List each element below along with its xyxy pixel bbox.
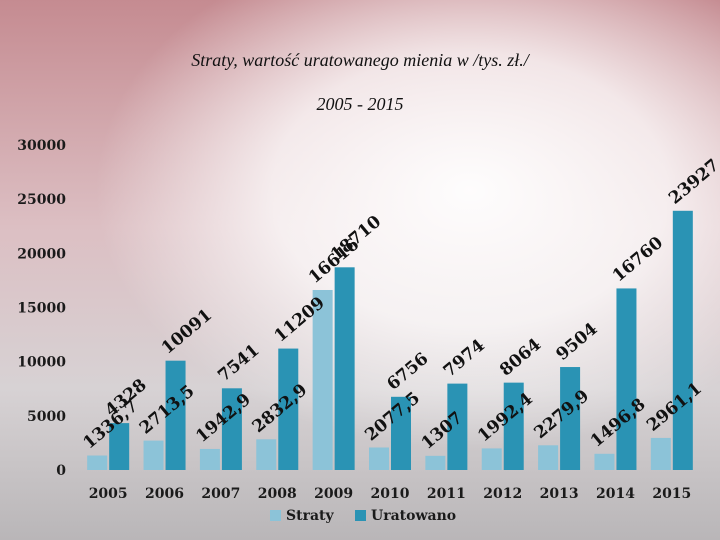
- bar-uratowano-2014: [616, 288, 637, 470]
- bar-uratowano-2012: [503, 382, 524, 470]
- chart-subtitle: 2005 - 2015: [316, 94, 404, 114]
- x-tick-label: 2006: [145, 486, 184, 502]
- x-tick-label: 2011: [427, 486, 466, 502]
- bar-straty-2010: [369, 447, 389, 470]
- bar-straty-2008: [256, 439, 277, 470]
- data-label-uratowano-2009: 18710: [327, 212, 385, 265]
- y-tick-label: 30000: [17, 138, 66, 154]
- x-tick-label: 2013: [540, 486, 579, 502]
- y-tick-label: 0: [56, 463, 66, 479]
- x-axis: 2005 2006 2007 2008 2009 2010 2011 2012 2013 2014…: [89, 486, 692, 502]
- x-tick-label: 2010: [371, 486, 410, 502]
- data-label-uratowano-2012: 8064: [496, 335, 545, 381]
- bar-straty-2007: [199, 448, 220, 470]
- data-label-uratowano-2014: 16760: [609, 233, 667, 286]
- legend-label-straty: Straty: [286, 508, 334, 524]
- bar-straty-2006: [143, 440, 164, 470]
- chart-title: Straty, wartość uratowanego mienia w /ty…: [191, 50, 529, 70]
- x-tick-label: 2014: [596, 486, 635, 502]
- bar-straty-2011: [425, 455, 446, 470]
- x-tick-label: 2008: [258, 486, 297, 502]
- y-axis: 0 5000 10000 15000 20000 25000 30000: [17, 138, 66, 479]
- legend-label-uratowano: Uratowano: [371, 508, 456, 524]
- bar-uratowano-2011: [447, 383, 468, 470]
- bar-straty-2015: [650, 437, 671, 470]
- bar-uratowano-2015: [672, 210, 693, 470]
- bar-uratowano-2007: [221, 388, 242, 470]
- data-label-uratowano-2013: 9504: [552, 319, 601, 365]
- y-tick-label: 15000: [17, 301, 66, 317]
- legend-swatch-uratowano: [355, 510, 366, 521]
- data-label-uratowano-2006: 10091: [158, 305, 216, 358]
- bar-uratowano-2010: [391, 396, 411, 470]
- x-tick-label: 2007: [201, 486, 240, 502]
- bar-straty-2005: [87, 455, 108, 470]
- bar-straty-2013: [538, 445, 559, 470]
- bar-straty-2009: [312, 289, 333, 470]
- bars: [87, 210, 693, 470]
- legend: Straty Uratowano: [270, 508, 456, 524]
- legend-swatch-straty: [270, 510, 281, 521]
- data-label-uratowano-2007: 7541: [214, 340, 263, 386]
- bar-uratowano-2009: [334, 267, 355, 470]
- bar-straty-2012: [481, 448, 502, 470]
- bar-uratowano-2005: [109, 423, 130, 470]
- bar-straty-2014: [594, 453, 615, 470]
- data-label-uratowano-2011: 7974: [440, 336, 489, 382]
- x-tick-label: 2012: [483, 486, 522, 502]
- y-tick-label: 25000: [17, 192, 66, 208]
- bar-uratowano-2013: [560, 367, 581, 470]
- x-tick-label: 2009: [314, 486, 353, 502]
- data-label-uratowano-2010: 6756: [383, 349, 432, 395]
- x-tick-label: 2005: [89, 486, 128, 502]
- x-tick-label: 2015: [652, 486, 691, 502]
- y-tick-label: 10000: [17, 355, 66, 371]
- y-tick-label: 20000: [17, 246, 66, 262]
- bar-uratowano-2008: [278, 348, 299, 470]
- y-tick-label: 5000: [27, 409, 66, 425]
- data-label-uratowano-2015: 23927: [665, 155, 720, 208]
- bar-uratowano-2006: [165, 360, 186, 470]
